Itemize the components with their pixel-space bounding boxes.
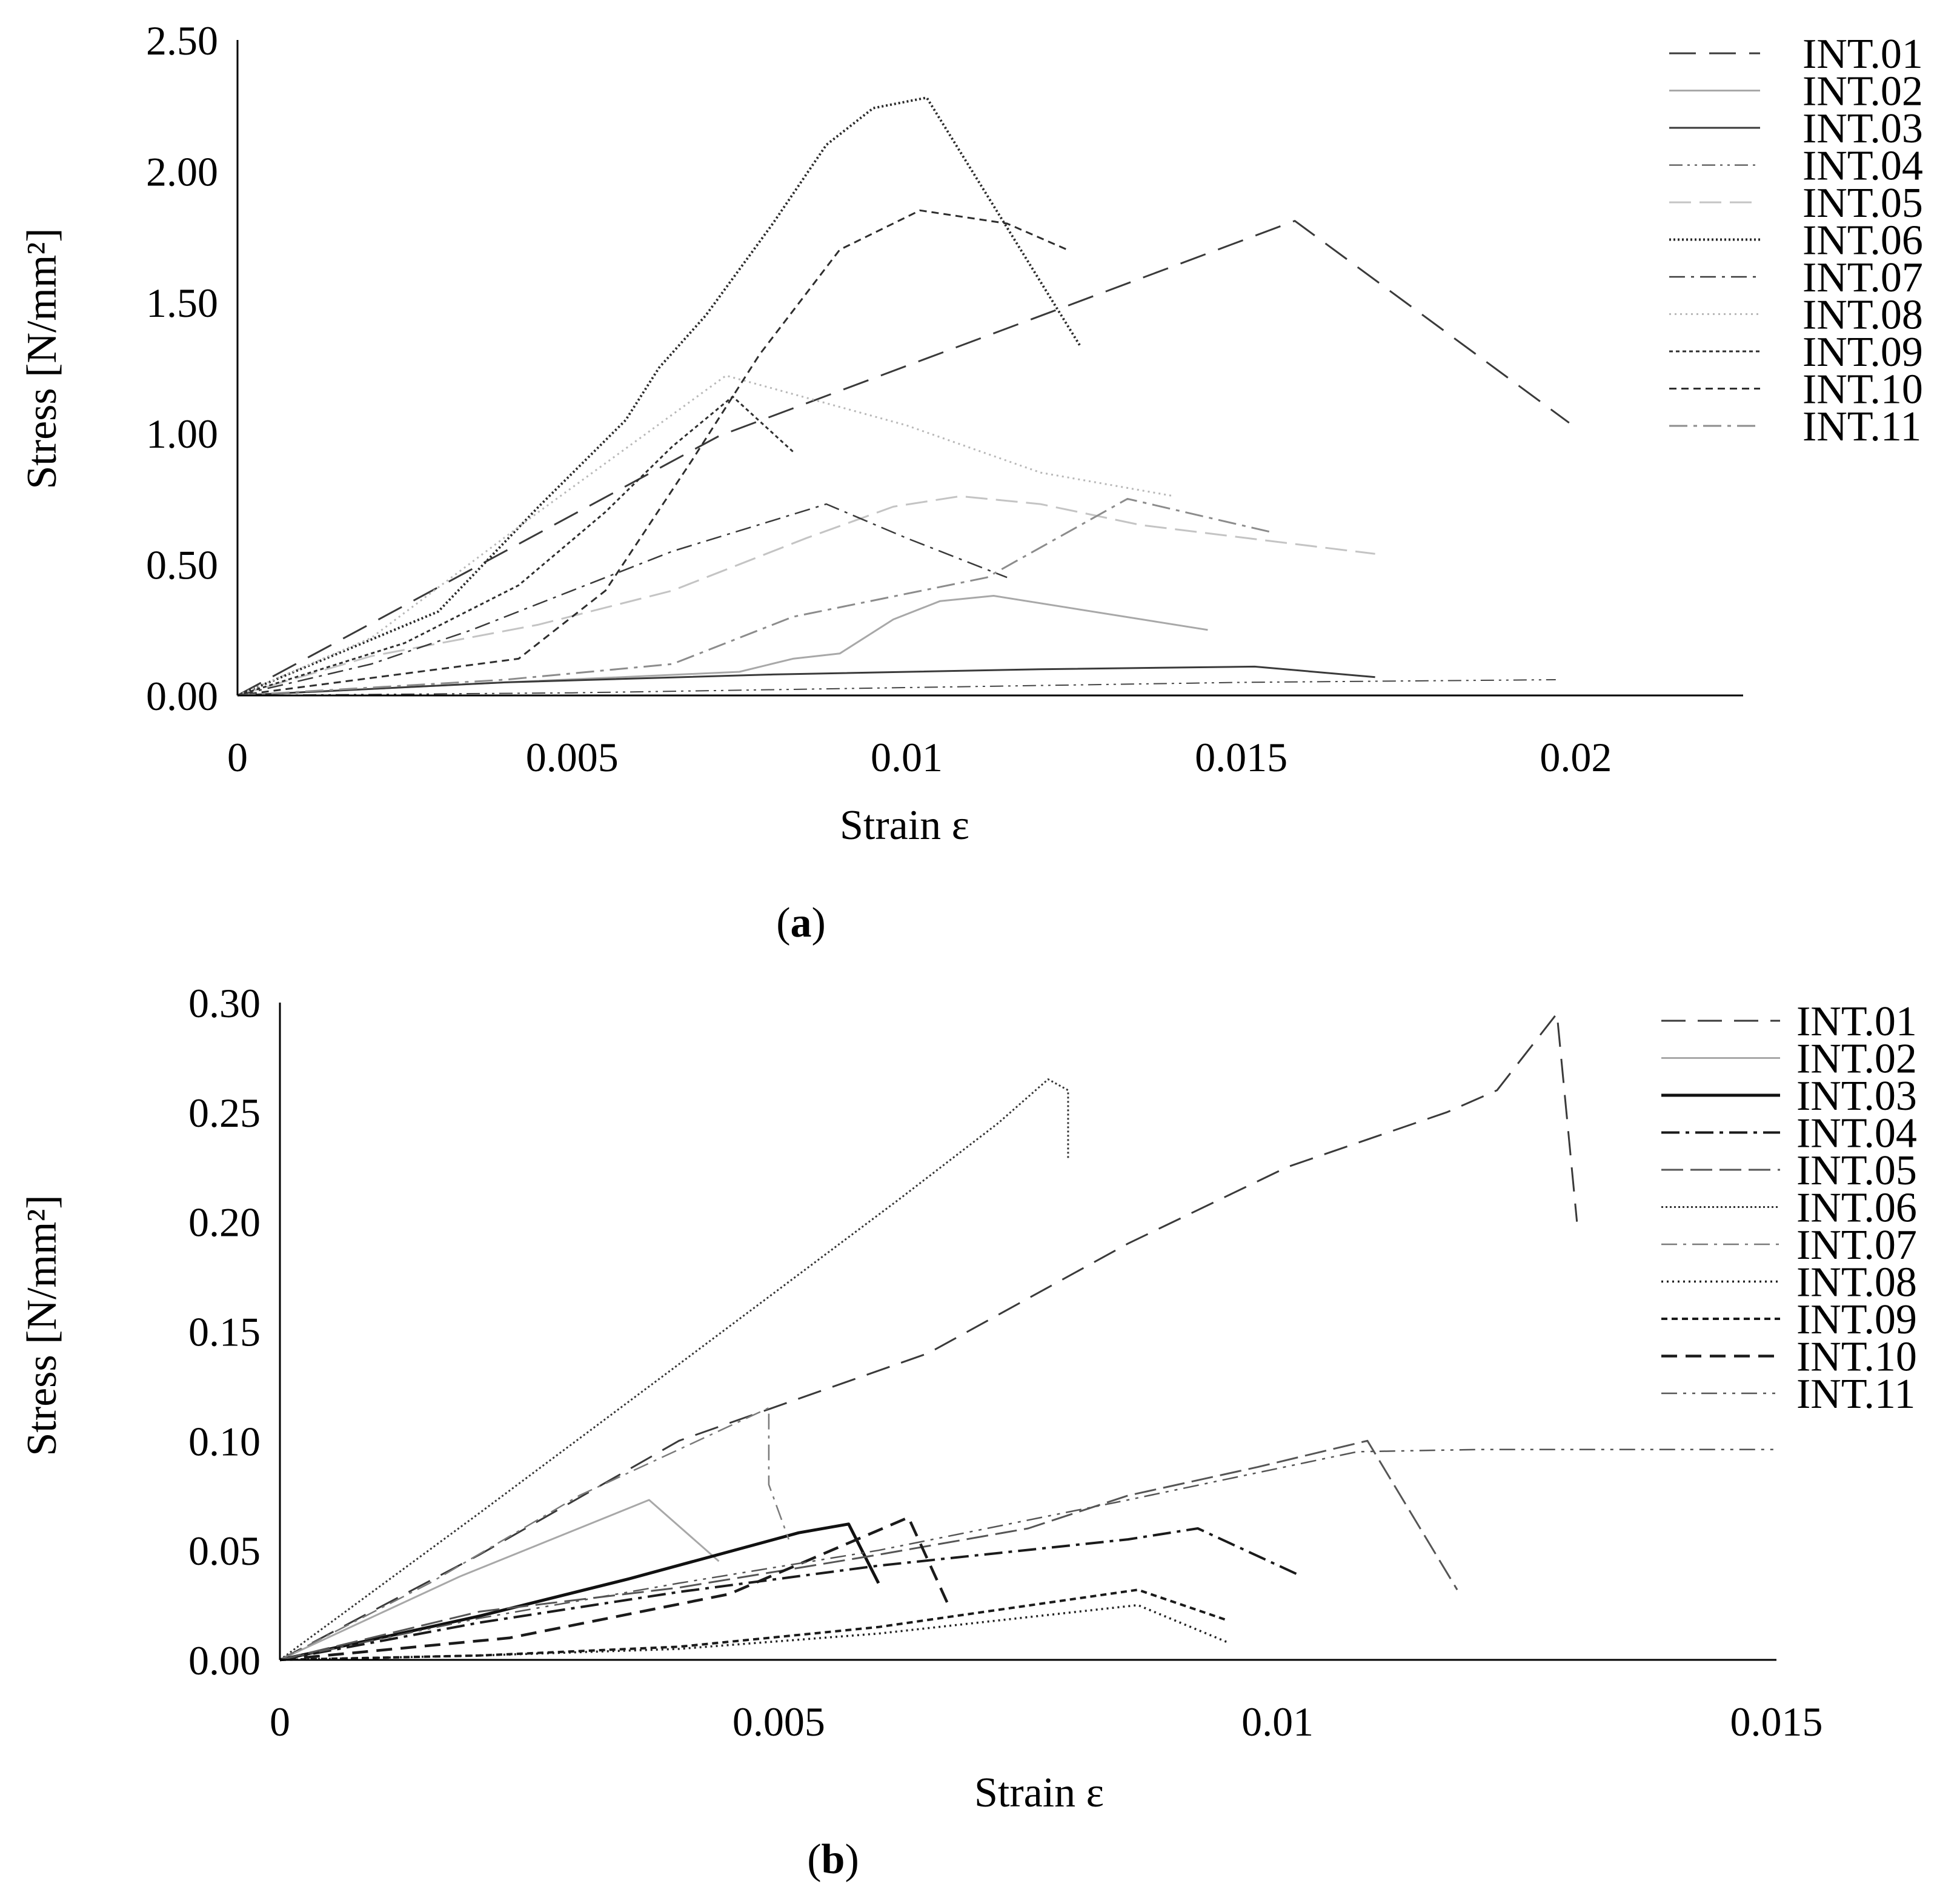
legend-label: INT.02 — [1802, 68, 1923, 115]
series-line-int-11 — [279, 1448, 1776, 1661]
legend-label: INT.05 — [1796, 1147, 1917, 1194]
legend-label: INT.08 — [1802, 292, 1923, 339]
series-line-int-10 — [237, 209, 1068, 697]
chart-a-caption: (a) — [776, 900, 826, 946]
series-line-int-05 — [279, 1439, 1458, 1661]
y-tick-label: 2.00 — [146, 148, 218, 194]
legend-label: INT.09 — [1802, 329, 1923, 376]
chart-b-y-ticks: 0.00 0.05 0.10 0.15 0.20 0.25 0.30 — [188, 980, 261, 1683]
series-line-int-07 — [279, 1407, 789, 1661]
chart-a-legend: INT.01INT.02INT.03INT.04INT.05INT.06INT.… — [1669, 31, 1923, 450]
legend-label: INT.11 — [1796, 1371, 1915, 1418]
chart-a-y-ticks: 0.00 0.50 1.00 1.50 2.00 2.50 — [146, 18, 218, 719]
series-line-int-02 — [237, 595, 1208, 697]
series-line-int-08 — [237, 374, 1175, 697]
legend-label: INT.03 — [1802, 105, 1923, 152]
legend-label: INT.01 — [1802, 31, 1923, 78]
chart-b: 0.000.050.100.150.200.250.30 0 0.005 0.01 0… — [19, 980, 1917, 1883]
legend-label: INT.07 — [1796, 1222, 1917, 1269]
y-tick-label: 2.50 — [146, 18, 218, 64]
legend-label: INT.09 — [1796, 1296, 1917, 1343]
y-tick-label: 0.00 — [188, 1637, 261, 1683]
x-tick-label: 0.015 — [1730, 1699, 1823, 1745]
y-tick-label: 0.30 — [188, 980, 261, 1026]
legend-label: INT.06 — [1796, 1185, 1917, 1232]
y-tick-label: 0.20 — [188, 1199, 261, 1246]
chart-b-legend: INT.01INT.02INT.03INT.04INT.05INT.06INT.… — [1661, 998, 1917, 1418]
series-line-int-01 — [279, 1012, 1578, 1661]
legend-label: INT.06 — [1802, 217, 1923, 264]
y-tick-label: 0.25 — [188, 1090, 261, 1136]
x-tick-label: 0.015 — [1195, 734, 1288, 780]
chart-b-caption-letter: b — [822, 1836, 845, 1883]
y-tick-label: 1.50 — [146, 280, 218, 326]
legend-label: INT.03 — [1796, 1073, 1917, 1120]
chart-b-caption: (b) — [807, 1836, 859, 1883]
legend-label: INT.04 — [1802, 143, 1923, 190]
x-tick-label: 0.01 — [1241, 1699, 1314, 1745]
y-tick-label: 0.00 — [146, 673, 218, 719]
chart-b-series — [279, 1012, 1776, 1662]
series-line-int-04 — [237, 679, 1556, 696]
x-tick-label: 0.02 — [1540, 734, 1612, 780]
series-line-int-11 — [237, 497, 1275, 697]
chart-b-x-axis-title: Strain ε — [974, 1770, 1104, 1816]
chart-a: 0.00 0.50 1.00 1.50 2.00 2.50 0 0.005 0.01 0.015… — [19, 18, 1923, 946]
series-line-int-02 — [279, 1499, 720, 1661]
legend-label: INT.01 — [1796, 998, 1917, 1045]
series-line-int-05 — [237, 495, 1375, 697]
series-line-int-03 — [279, 1522, 880, 1662]
legend-label: INT.08 — [1796, 1259, 1917, 1306]
chart-a-caption-letter: a — [791, 900, 812, 946]
legend-label: INT.02 — [1796, 1036, 1917, 1083]
legend-label: INT.10 — [1796, 1334, 1917, 1381]
chart-b-y-axis-title: Stress [N/mm²] — [19, 1195, 65, 1456]
y-tick-label: 0.10 — [188, 1418, 261, 1464]
x-tick-label: 0.01 — [871, 734, 943, 780]
chart-a-series — [237, 96, 1570, 697]
y-tick-label: 0.05 — [188, 1528, 261, 1574]
chart-a-x-axis-title: Strain ε — [840, 802, 969, 849]
x-tick-label: 0 — [227, 734, 248, 780]
chart-a-x-ticks: 0 0.005 0.01 0.015 0.02 — [227, 734, 1612, 780]
series-line-int-09 — [279, 1588, 1228, 1661]
legend-label: INT.11 — [1802, 403, 1921, 450]
y-tick-label: 0.15 — [188, 1309, 261, 1355]
x-tick-label: 0.005 — [526, 734, 619, 780]
y-tick-label: 0.50 — [146, 542, 218, 588]
x-tick-label: 0 — [270, 1699, 290, 1745]
series-line-int-06 — [237, 96, 1082, 697]
legend-label: INT.07 — [1802, 254, 1923, 301]
legend-label: INT.05 — [1802, 180, 1923, 227]
series-line-int-04 — [279, 1527, 1298, 1661]
legend-label: INT.04 — [1796, 1110, 1917, 1157]
chart-b-x-ticks: 0 0.005 0.01 0.015 — [270, 1699, 1823, 1745]
chart-a-y-axis-title: Stress [N/mm²] — [19, 228, 65, 489]
legend-label: INT.10 — [1802, 367, 1923, 413]
series-line-int-10 — [279, 1516, 950, 1662]
x-tick-label: 0.005 — [733, 1699, 825, 1745]
series-line-int-01 — [237, 220, 1570, 697]
series-line-int-06 — [279, 1078, 1069, 1661]
series-line-int-03 — [237, 665, 1375, 697]
series-line-int-09 — [237, 396, 794, 697]
series-line-int-07 — [237, 503, 1008, 697]
y-tick-label: 1.00 — [146, 411, 218, 457]
